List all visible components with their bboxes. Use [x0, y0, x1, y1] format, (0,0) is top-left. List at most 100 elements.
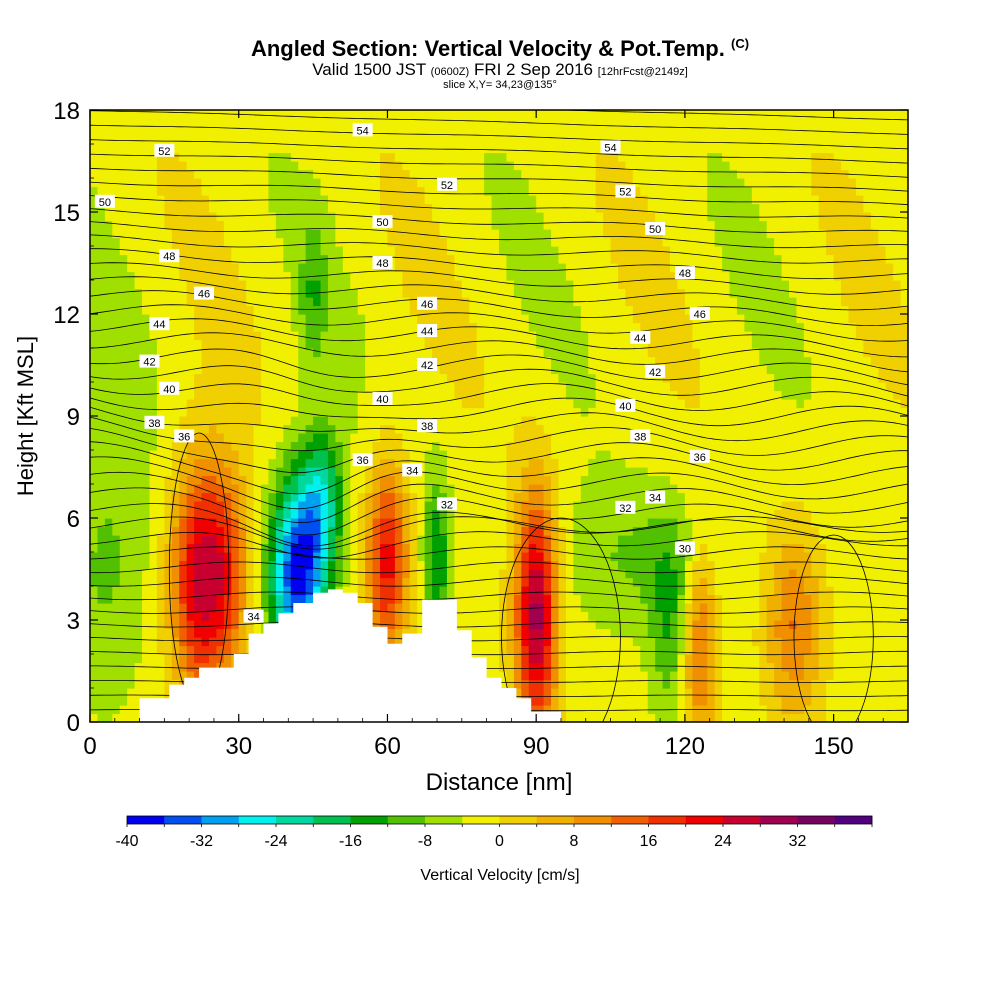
velocity-cell [253, 416, 262, 426]
velocity-cell [290, 297, 299, 307]
velocity-cell [521, 127, 530, 137]
velocity-cell [112, 654, 121, 664]
velocity-cell [223, 433, 232, 443]
velocity-cell [588, 569, 597, 579]
velocity-cell [208, 169, 218, 179]
velocity-cell [543, 118, 552, 128]
velocity-cell [261, 280, 270, 290]
velocity-cell [119, 662, 128, 672]
velocity-cell [327, 229, 336, 239]
velocity-cell [156, 365, 165, 375]
velocity-cell [342, 348, 351, 358]
velocity-cell [565, 339, 574, 349]
velocity-cell [156, 339, 165, 349]
velocity-cell [357, 135, 366, 145]
velocity-cell [194, 637, 203, 647]
velocity-cell [231, 178, 240, 188]
velocity-cell [223, 390, 232, 400]
velocity-cell [506, 365, 515, 375]
velocity-cell [417, 526, 426, 536]
velocity-cell [142, 144, 151, 154]
velocity-cell [164, 688, 173, 698]
velocity-cell [298, 288, 307, 298]
velocity-cell [432, 586, 441, 596]
velocity-cell [372, 280, 381, 290]
velocity-cell [246, 407, 255, 417]
velocity-cell [127, 594, 136, 604]
velocity-cell [446, 518, 455, 528]
velocity-cell [506, 288, 515, 298]
velocity-cell [372, 484, 381, 494]
velocity-cell [394, 161, 403, 171]
velocity-cell [387, 416, 396, 426]
velocity-cell [417, 399, 426, 409]
velocity-cell [365, 441, 374, 451]
velocity-cell [588, 314, 597, 324]
velocity-cell [208, 518, 218, 528]
velocity-cell [142, 679, 151, 689]
velocity-cell [119, 577, 128, 587]
velocity-cell [595, 382, 604, 392]
velocity-cell [298, 348, 307, 358]
velocity-cell [238, 518, 247, 528]
velocity-cell [499, 543, 508, 553]
velocity-cell [380, 475, 389, 485]
velocity-cell [528, 399, 537, 409]
velocity-cell [223, 424, 232, 434]
velocity-cell [424, 229, 433, 239]
velocity-cell [119, 237, 128, 247]
velocity-cell [268, 135, 277, 145]
velocity-cell [491, 458, 500, 468]
velocity-cell [90, 297, 99, 307]
velocity-cell [402, 161, 411, 171]
velocity-cell [208, 594, 218, 604]
velocity-cell [253, 467, 262, 477]
velocity-cell [238, 339, 247, 349]
velocity-cell [201, 263, 210, 273]
velocity-cell [469, 501, 478, 511]
velocity-cell [134, 407, 143, 417]
velocity-cell [231, 603, 240, 613]
velocity-cell [327, 373, 336, 383]
velocity-cell [528, 152, 537, 162]
velocity-cell [261, 305, 270, 315]
velocity-cell [543, 535, 552, 545]
velocity-cell [506, 603, 515, 613]
velocity-cell [216, 416, 225, 426]
velocity-cell [506, 484, 515, 494]
velocity-cell [432, 118, 441, 128]
velocity-cell [595, 679, 604, 689]
velocity-cell [536, 509, 545, 519]
velocity-cell [357, 152, 366, 162]
velocity-cell [313, 433, 322, 443]
velocity-cell [104, 220, 113, 230]
velocity-cell [127, 331, 136, 341]
velocity-cell [580, 467, 589, 477]
velocity-cell [127, 348, 136, 358]
velocity-cell [506, 416, 515, 426]
velocity-cell [112, 237, 121, 247]
velocity-cell [290, 263, 299, 273]
velocity-cell [558, 433, 567, 443]
velocity-cell [558, 611, 567, 621]
velocity-cell [551, 348, 560, 358]
velocity-cell [208, 577, 218, 587]
velocity-cell [320, 246, 329, 256]
velocity-cell [134, 526, 143, 536]
velocity-cell [194, 620, 203, 630]
velocity-cell [424, 263, 433, 273]
velocity-cell [491, 475, 500, 485]
velocity-cell [156, 620, 165, 630]
velocity-cell [104, 280, 113, 290]
velocity-cell [439, 322, 448, 332]
velocity-cell [238, 509, 247, 519]
velocity-cell [90, 543, 99, 553]
velocity-cell [528, 254, 537, 264]
velocity-cell [365, 407, 374, 417]
velocity-cell [305, 220, 314, 230]
velocity-cell [409, 594, 418, 604]
velocity-cell [372, 467, 381, 477]
velocity-cell [97, 271, 106, 281]
velocity-cell [365, 586, 374, 596]
velocity-cell [238, 373, 247, 383]
